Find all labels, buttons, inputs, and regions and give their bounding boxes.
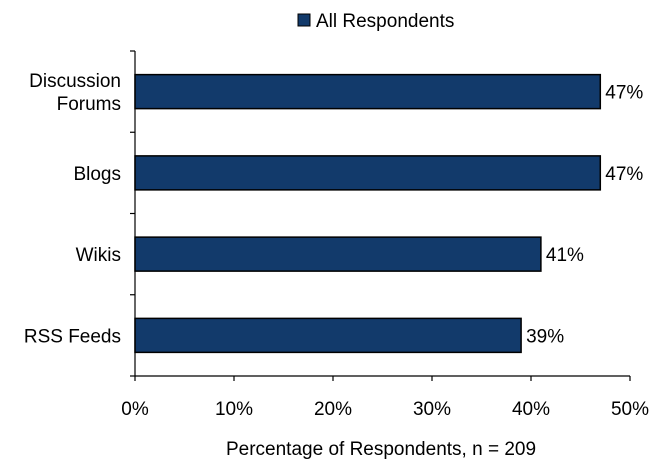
data-label: 47% (605, 83, 643, 104)
bar (134, 73, 602, 110)
category-label: Discussion (29, 71, 121, 92)
data-label: 39% (526, 326, 564, 347)
bar (134, 155, 602, 191)
x-tick-label: 30% (413, 399, 451, 420)
x-axis-title: Percentage of Respondents, n = 209 (226, 439, 536, 460)
x-tick-label: 10% (215, 399, 253, 420)
category-label: RSS Feeds (24, 326, 121, 347)
legend-label: All Respondents (316, 11, 454, 32)
category-label: Blogs (73, 164, 121, 185)
x-tick-label: 20% (314, 399, 352, 420)
bar (134, 236, 542, 272)
data-label: 47% (605, 164, 643, 185)
x-tick-label: 0% (121, 399, 149, 420)
category-label: Wikis (76, 245, 121, 266)
x-tick-label: 50% (611, 399, 649, 420)
legend: All Respondents (297, 11, 454, 32)
x-tick-label: 40% (512, 399, 550, 420)
bars: 47% 47% 41% 39% (134, 73, 643, 354)
legend-swatch (297, 13, 311, 27)
x-axis: 0% 10% 20% 30% 40% 50% (121, 375, 649, 420)
bar (134, 317, 522, 354)
data-label: 41% (546, 245, 584, 266)
category-label: Forums (57, 94, 121, 115)
